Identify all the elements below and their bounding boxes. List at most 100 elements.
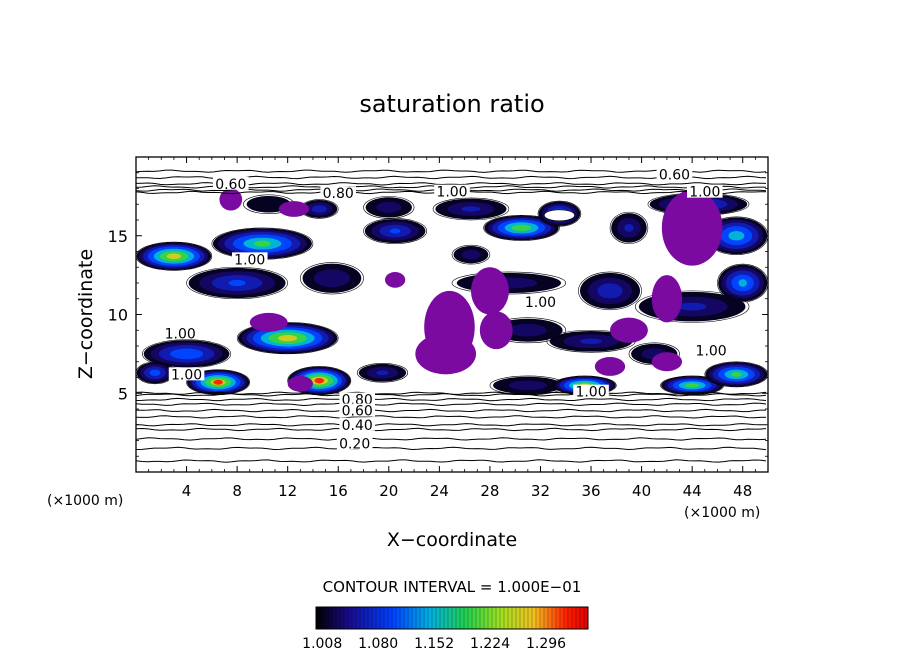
contour-line — [136, 415, 767, 419]
supersat-band — [738, 279, 747, 287]
supersat-band — [228, 279, 246, 287]
saturated-region — [610, 317, 648, 343]
contour-label: 1.00 — [525, 295, 556, 311]
contour-label-bg — [656, 167, 693, 181]
y-tick-label: 5 — [118, 384, 128, 403]
y-tick-label: 15 — [108, 227, 128, 246]
contour-line — [136, 459, 767, 463]
saturated-region — [385, 271, 406, 288]
x-tick-label: 8 — [232, 482, 242, 500]
x-unit-left: (×1000 m) — [47, 493, 123, 509]
contour-line — [136, 408, 766, 413]
supersat-band — [624, 223, 634, 232]
supersat-band — [376, 370, 389, 376]
contour-line — [578, 271, 642, 311]
contour-label-bg — [168, 367, 205, 381]
saturated-region — [470, 267, 509, 315]
colorbar-ticks: 1.008 1.080 1.152 1.224 1.296 — [302, 636, 566, 652]
colorbar-tick-label: 1.224 — [470, 636, 510, 652]
contour-label-bg — [573, 384, 609, 398]
contour-line — [136, 437, 767, 441]
contour-line — [634, 290, 750, 323]
saturated-region — [287, 375, 313, 392]
contour-label-bg — [522, 294, 559, 308]
x-tick-label: 20 — [379, 482, 398, 500]
colorbar-tick-label: 1.080 — [358, 636, 398, 652]
supersat-region — [136, 361, 175, 385]
supersat-region — [363, 196, 415, 219]
x-axis-ticks: 4 8 12 16 20 24 28 32 36 40 44 48 — [148, 157, 756, 500]
contour-label-bg — [434, 184, 470, 198]
supersat-region — [363, 218, 428, 244]
contour-line — [300, 262, 364, 295]
supersat-region — [300, 199, 339, 219]
supersat-band — [461, 206, 481, 212]
saturated-region — [249, 312, 288, 332]
colorbar-tick-label: 1.152 — [414, 636, 454, 652]
supersat-band — [311, 205, 327, 213]
contour-label-bg — [339, 392, 375, 406]
supersat-region — [660, 375, 725, 396]
saturated-region — [661, 190, 723, 266]
contour-label-bg — [339, 403, 375, 417]
supersat-band — [253, 240, 271, 247]
contour-label: 0.20 — [339, 437, 370, 453]
x-tick-label: 24 — [430, 482, 449, 500]
x-axis-label: X−coordinate — [387, 529, 517, 551]
x-tick-label: 16 — [329, 482, 348, 500]
supersat-band — [508, 323, 547, 337]
supersat-region — [211, 227, 314, 260]
y-tick-label: 10 — [108, 306, 128, 325]
contour-label: 1.00 — [436, 185, 467, 201]
supersat-band — [278, 334, 298, 342]
saturation-field — [136, 188, 768, 396]
contour-line — [136, 391, 767, 395]
x-tick-label: 40 — [632, 482, 651, 500]
contour-labels: 0.60 0.60 0.80 1.00 1.00 1.00 1.00 1.00 1.00 1.00… — [162, 167, 729, 453]
contour-label: 0.40 — [342, 418, 373, 434]
x-tick-label: 4 — [182, 482, 192, 500]
contour-label: 0.60 — [215, 177, 246, 193]
saturated-region — [278, 201, 310, 217]
y-axis-ticks: 5 10 15 — [108, 172, 768, 457]
supersat-band — [684, 383, 700, 388]
saturated-region — [479, 311, 513, 350]
contour-label: 0.60 — [659, 167, 690, 183]
y-axis-label: Z−coordinate — [75, 249, 97, 379]
supersat-band — [511, 224, 532, 232]
supersat-band — [461, 249, 481, 260]
supersat-region — [451, 271, 567, 295]
supersat-region — [300, 262, 364, 295]
colorbar-tick-label: 1.296 — [526, 636, 566, 652]
contour-label-bg — [320, 186, 357, 200]
saturated-region — [219, 188, 243, 211]
supersat-band — [579, 338, 603, 345]
supersat-region — [236, 322, 339, 355]
contour-label-bg — [336, 436, 373, 450]
supersat-region — [356, 363, 409, 383]
contour-line — [136, 402, 767, 407]
x-tick-label: 12 — [278, 482, 297, 500]
contour-label-bg — [213, 176, 249, 190]
supersat-region — [186, 369, 251, 396]
chart-title: saturation ratio — [359, 90, 544, 118]
supersat-band — [731, 371, 742, 377]
supersat-region — [136, 241, 213, 271]
contour-line — [543, 209, 575, 222]
contour-label-bg — [339, 417, 375, 431]
supersat-band — [376, 201, 402, 213]
contour-line — [136, 241, 213, 271]
supersat-region — [704, 361, 768, 388]
contour-label-bg — [162, 326, 199, 340]
contour-label: 0.80 — [323, 186, 354, 202]
supersat-region — [186, 266, 288, 300]
contour-label: 1.00 — [234, 252, 265, 268]
x-tick-label: 44 — [683, 482, 702, 500]
contour-label-bg — [231, 252, 268, 266]
contour-line — [356, 363, 409, 383]
supersat-band — [169, 348, 204, 360]
supersat-band — [728, 231, 745, 241]
supersat-band — [314, 377, 325, 384]
x-tick-label: 28 — [480, 482, 499, 500]
x-tick-label: 36 — [581, 482, 600, 500]
